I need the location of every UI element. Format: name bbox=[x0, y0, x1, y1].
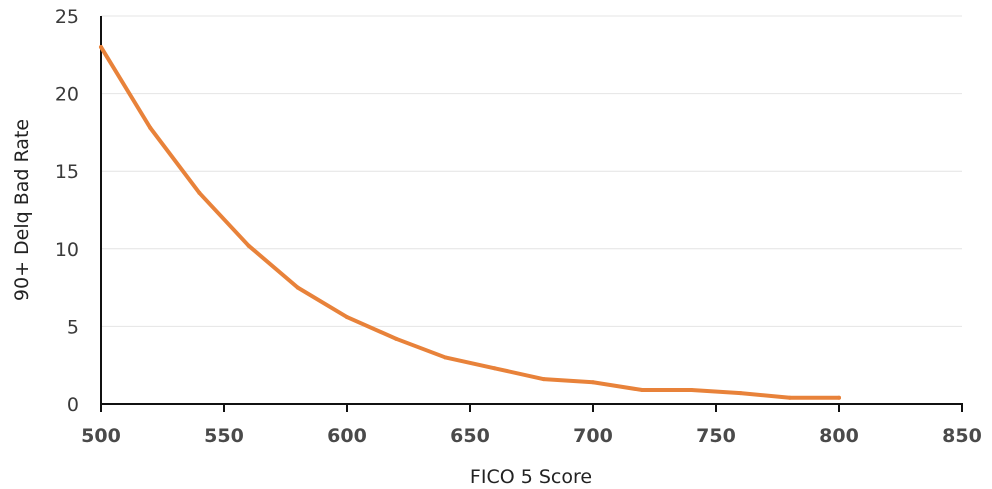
data-point bbox=[787, 395, 792, 400]
x-tick-label: 550 bbox=[204, 425, 244, 447]
data-point bbox=[689, 388, 694, 393]
data-point bbox=[541, 377, 546, 382]
data-point bbox=[246, 243, 251, 248]
x-tick-label: 700 bbox=[573, 425, 613, 447]
x-tick-label: 650 bbox=[450, 425, 490, 447]
data-point bbox=[837, 395, 841, 400]
data-point bbox=[345, 315, 349, 320]
y-axis-label: 90+ Delq Bad Rate bbox=[11, 119, 33, 301]
series-layer bbox=[99, 45, 841, 400]
x-tick-label: 800 bbox=[819, 425, 859, 447]
x-tick-label: 600 bbox=[327, 425, 367, 447]
data-point bbox=[99, 45, 103, 50]
y-tick-label: 0 bbox=[67, 394, 79, 416]
y-tick-label: 20 bbox=[55, 84, 79, 106]
series-line-0 bbox=[99, 45, 841, 400]
x-tick-label: 850 bbox=[942, 425, 982, 447]
data-point bbox=[640, 388, 645, 393]
y-tick-label: 5 bbox=[67, 316, 79, 338]
x-tick-label: 500 bbox=[81, 425, 121, 447]
data-point bbox=[738, 391, 743, 396]
x-axis-label: FICO 5 Score bbox=[470, 466, 592, 488]
data-point bbox=[443, 355, 448, 360]
x-tick-label: 750 bbox=[696, 425, 736, 447]
y-tick-label: 25 bbox=[55, 6, 79, 28]
y-tick-label: 10 bbox=[55, 239, 79, 261]
data-point bbox=[197, 190, 202, 195]
axes bbox=[100, 16, 963, 412]
tick-labels: 0 5 10 15 20 25 500 550 600 650 700 750 800 850 bbox=[55, 6, 982, 447]
data-point bbox=[492, 366, 497, 371]
data-point bbox=[591, 380, 595, 385]
data-point bbox=[148, 125, 153, 130]
data-point bbox=[394, 336, 399, 341]
y-tick-label: 15 bbox=[55, 161, 79, 183]
data-point bbox=[295, 285, 300, 290]
gridlines bbox=[101, 15, 962, 327]
